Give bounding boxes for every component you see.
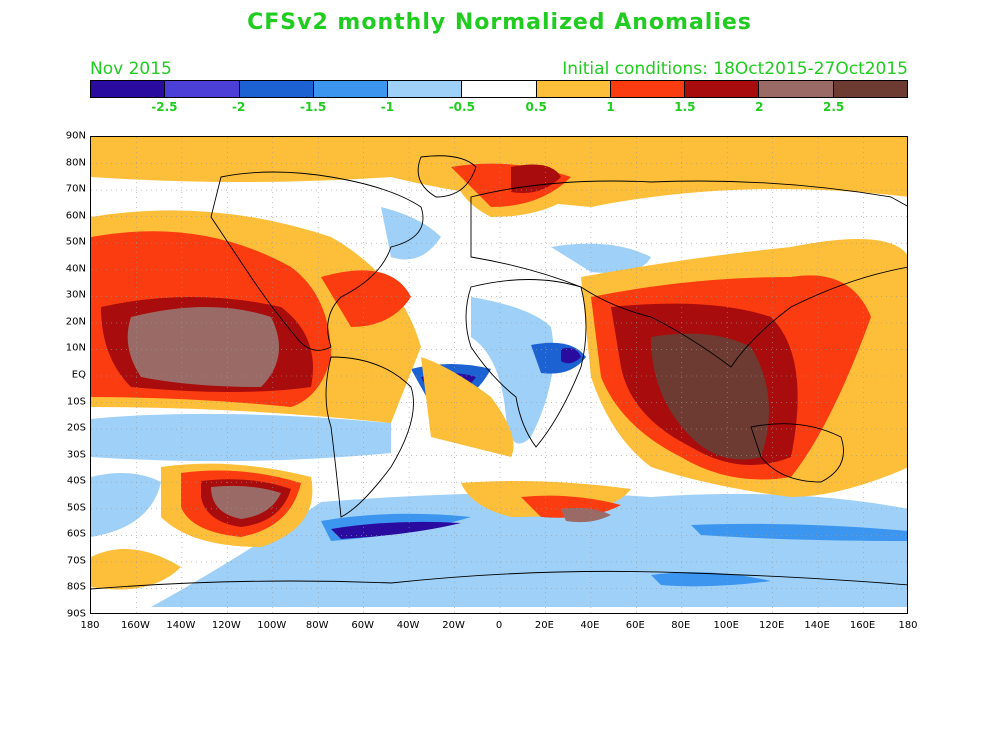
pos-anomaly-peak	[561, 507, 611, 523]
latitude-label: 30S	[66, 449, 86, 461]
latitude-label: 10S	[66, 396, 86, 408]
legend-swatch	[758, 81, 833, 97]
australia-outline	[750, 423, 844, 483]
eurasia-outline	[470, 180, 907, 368]
antarctica-outline	[91, 570, 907, 590]
legend-label: 1	[606, 100, 615, 114]
longitude-label: 40W	[396, 620, 420, 631]
latitude-label: 40N	[65, 263, 86, 275]
map-title: CFSv2 monthly Normalized Anomalies	[247, 10, 752, 35]
color-legend-labels: -2.5 -2 -1.5 -1 -0.5 0.5 1 1.5 2 2.5	[90, 100, 908, 116]
legend-label: 1.5	[674, 100, 696, 114]
anomaly-map	[90, 136, 908, 614]
south-america-outline	[325, 356, 414, 518]
latitude-label: 50S	[66, 502, 86, 514]
neg-anomaly-core	[331, 521, 461, 539]
longitude-label: 160W	[120, 620, 150, 631]
neg-anomaly-core	[561, 348, 581, 364]
latitude-label: 40S	[66, 475, 86, 487]
pos-anomaly-region	[321, 270, 411, 327]
longitude-label: 180	[898, 620, 918, 631]
pos-anomaly-core	[511, 164, 561, 193]
latitude-label: 80N	[65, 157, 86, 169]
coastlines	[91, 155, 907, 590]
latitude-label: 30N	[65, 289, 86, 301]
longitude-label: 160E	[849, 620, 876, 631]
neg-anomaly-region	[91, 473, 161, 537]
longitude-label: 40E	[580, 620, 600, 631]
legend-swatch	[164, 81, 239, 97]
legend-swatch	[832, 81, 907, 97]
neg-anomaly-region	[651, 572, 771, 587]
latitude-label: EQ	[71, 369, 86, 381]
longitude-label: 20E	[534, 620, 554, 631]
anomaly-field	[91, 137, 907, 613]
longitude-label: 140E	[804, 620, 830, 631]
legend-label: -2	[232, 100, 246, 114]
neg-anomaly-region	[471, 297, 554, 444]
neg-anomaly-region	[551, 243, 651, 273]
latitude-label: 80S	[66, 581, 86, 593]
neg-anomaly-region	[381, 207, 441, 260]
latitude-label: 20S	[66, 422, 86, 434]
greenland-outline	[417, 155, 477, 198]
legend-swatch	[387, 81, 462, 97]
latitude-label: 60S	[66, 528, 86, 540]
pos-anomaly-peak	[127, 307, 280, 387]
latitude-label: 70S	[66, 555, 86, 567]
longitude-label: 120W	[211, 620, 241, 631]
longitude-label: 80W	[305, 620, 329, 631]
neg-anomaly-region	[691, 523, 907, 541]
latitude-label: 60N	[65, 210, 86, 222]
africa-outline	[465, 279, 587, 448]
longitude-label: 180	[80, 620, 100, 631]
longitude-label: 100E	[713, 620, 739, 631]
longitude-label: 60E	[625, 620, 645, 631]
latitude-label: 90N	[65, 130, 86, 142]
latitude-label: 20N	[65, 316, 86, 328]
pos-anomaly-region	[421, 357, 514, 457]
latitude-label: 10N	[65, 342, 86, 354]
longitude-label: 100W	[257, 620, 287, 631]
longitude-label: 20W	[442, 620, 465, 631]
legend-swatch	[312, 81, 388, 97]
legend-swatch	[684, 81, 759, 97]
neg-anomaly-region	[91, 413, 391, 462]
longitude-label: 60W	[351, 620, 374, 631]
longitude-label: 0	[495, 620, 503, 631]
initial-conditions: Initial conditions: 18Oct2015-27Oct2015	[562, 59, 908, 79]
longitude-label: 120E	[758, 620, 785, 631]
legend-swatch	[91, 81, 165, 97]
legend-label: -1.5	[299, 100, 327, 114]
pos-anomaly-peak	[211, 485, 281, 519]
pos-anomaly-region	[91, 549, 181, 590]
latitude-label: 50N	[65, 236, 86, 248]
legend-swatch	[238, 81, 313, 97]
forecast-month: Nov 2015	[90, 59, 172, 79]
legend-label: 2	[755, 100, 764, 114]
longitude-label: 80E	[671, 620, 691, 631]
color-legend	[90, 80, 908, 98]
latitude-label: 70N	[65, 183, 86, 195]
longitude-label: 140W	[166, 620, 196, 631]
latitude-label: 90S	[66, 608, 86, 620]
pos-anomaly-peak	[651, 333, 769, 460]
north-america-outline	[210, 171, 424, 351]
legend-label: -0.5	[448, 100, 475, 114]
legend-swatch	[609, 81, 685, 97]
legend-label: 2.5	[822, 100, 845, 114]
legend-label: 0.5	[525, 100, 547, 114]
legend-label: -1	[380, 100, 395, 114]
legend-swatch	[461, 81, 536, 97]
anomaly-shading	[91, 137, 907, 607]
legend-label: -2.5	[151, 100, 178, 114]
legend-swatch	[535, 81, 610, 97]
